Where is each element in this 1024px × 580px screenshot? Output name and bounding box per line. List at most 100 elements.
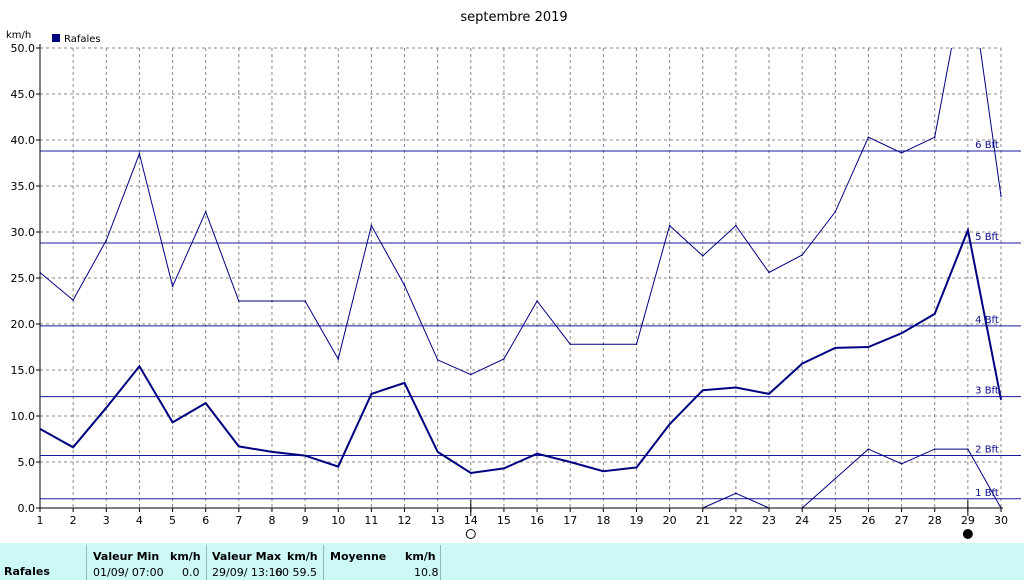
data-point-avg <box>768 393 770 395</box>
data-point-max <box>933 136 936 139</box>
data-point-max <box>867 136 870 139</box>
avg-unit: km/h <box>405 550 436 563</box>
data-point-avg <box>569 461 572 463</box>
data-point-max <box>801 254 803 256</box>
series-line-avg <box>40 226 1002 475</box>
axes: 0.0 5.0 10.0 15.0 20.0 25.0 30.0 35.0 40.0 45.0 50… <box>11 42 1009 527</box>
data-point-min <box>933 448 936 450</box>
x-tick-label: 21 <box>696 514 710 527</box>
data-point-max <box>271 300 273 302</box>
avg-value: 10.8 <box>414 566 439 579</box>
data-point-min <box>967 448 969 450</box>
gust-chart: septembre 2019 km/h Rafales 1 Bft 2 Bft 3 … <box>6 10 1021 539</box>
max-value: 60 59.5 <box>275 566 317 579</box>
data-point-avg <box>337 465 340 468</box>
y-tick-label: 10.0 <box>11 410 36 423</box>
data-point-avg <box>701 389 704 392</box>
series-line-min <box>702 448 1002 509</box>
y-tick-label: 25.0 <box>11 272 36 285</box>
beaufort-label: 5 Bft <box>975 232 999 243</box>
max-unit: km/h <box>287 550 318 563</box>
data-point-min <box>867 448 870 450</box>
y-axis-unit: km/h <box>6 30 31 41</box>
y-tick-label: 5.0 <box>18 456 36 469</box>
x-tick-label: 20 <box>663 514 677 527</box>
data-point-avg <box>1000 398 1002 401</box>
data-point-max <box>171 285 174 288</box>
beaufort-label: 1 Bft <box>975 488 999 499</box>
data-point-min <box>834 477 837 480</box>
data-point-avg <box>105 406 108 409</box>
x-tick-label: 29 <box>961 514 975 527</box>
min-header: Valeur Min <box>93 550 160 563</box>
data-point-max <box>834 210 837 213</box>
data-point-max <box>204 210 207 213</box>
x-tick-label: 17 <box>563 514 577 527</box>
data-point-max <box>668 224 671 227</box>
stats-table: Rafales Valeur Min km/h 01/09/ 07:00 0.0… <box>0 543 1024 580</box>
x-tick-label: 27 <box>895 514 909 527</box>
data-point-min <box>735 492 737 495</box>
data-point-avg <box>867 346 870 348</box>
data-point-avg <box>668 423 671 426</box>
stats-divider <box>323 545 324 580</box>
data-point-max <box>768 271 770 274</box>
x-tick-label: 11 <box>364 514 378 527</box>
min-unit: km/h <box>170 550 201 563</box>
data-point-max <box>436 359 439 361</box>
x-tick-label: 23 <box>762 514 776 527</box>
x-tick-label: 16 <box>530 514 544 527</box>
data-point-avg <box>436 451 439 453</box>
data-point-max <box>1000 195 1002 197</box>
data-point-max <box>536 300 538 302</box>
y-tick-label: 20.0 <box>11 318 36 331</box>
data-point-avg <box>503 467 505 470</box>
x-tick-label: 18 <box>596 514 610 527</box>
data-point-avg <box>602 470 605 473</box>
x-tick-label: 25 <box>828 514 842 527</box>
data-point-max <box>138 153 141 155</box>
data-point-avg <box>801 362 803 365</box>
data-point-max <box>602 343 605 346</box>
x-tick-label: 1 <box>37 514 44 527</box>
data-point-max <box>503 358 505 360</box>
beaufort-label: 4 Bft <box>975 315 999 326</box>
beaufort-label: 3 Bft <box>975 386 999 397</box>
data-point-avg <box>370 393 373 395</box>
data-point-avg <box>469 472 472 474</box>
data-point-max <box>403 284 406 287</box>
min-value: 0.0 <box>182 566 200 579</box>
data-point-max <box>337 358 340 360</box>
x-tick-label: 26 <box>861 514 875 527</box>
y-tick-label: 35.0 <box>11 180 36 193</box>
data-point-avg <box>304 454 306 457</box>
data-point-max <box>635 343 638 346</box>
data-point-avg <box>138 365 141 368</box>
series-line-max <box>40 48 1002 376</box>
x-tick-label: 10 <box>331 514 345 527</box>
data-point-avg <box>735 386 737 389</box>
x-tick-label: 14 <box>464 514 478 527</box>
stats-divider <box>86 545 87 580</box>
data-point-max <box>900 152 903 154</box>
data-point-avg <box>933 313 936 315</box>
legend-swatch <box>52 34 60 42</box>
stats-divider <box>440 545 441 580</box>
data-point-avg <box>72 446 74 449</box>
x-tick-label: 22 <box>729 514 743 527</box>
series-lines <box>40 48 1002 509</box>
data-point-max <box>469 373 472 376</box>
min-date: 01/09/ 07:00 <box>93 566 164 579</box>
data-point-avg <box>403 382 406 384</box>
data-point-max <box>304 300 306 302</box>
x-tick-label: 9 <box>302 514 309 527</box>
x-tick-label: 6 <box>202 514 209 527</box>
x-tick-label: 12 <box>398 514 412 527</box>
x-tick-label: 3 <box>103 514 110 527</box>
x-tick-label: 13 <box>431 514 445 527</box>
data-point-max <box>370 224 373 227</box>
data-point-avg <box>204 402 207 404</box>
x-tick-label: 19 <box>629 514 643 527</box>
y-tick-label: 30.0 <box>11 226 36 239</box>
x-tick-label: 4 <box>136 514 143 527</box>
